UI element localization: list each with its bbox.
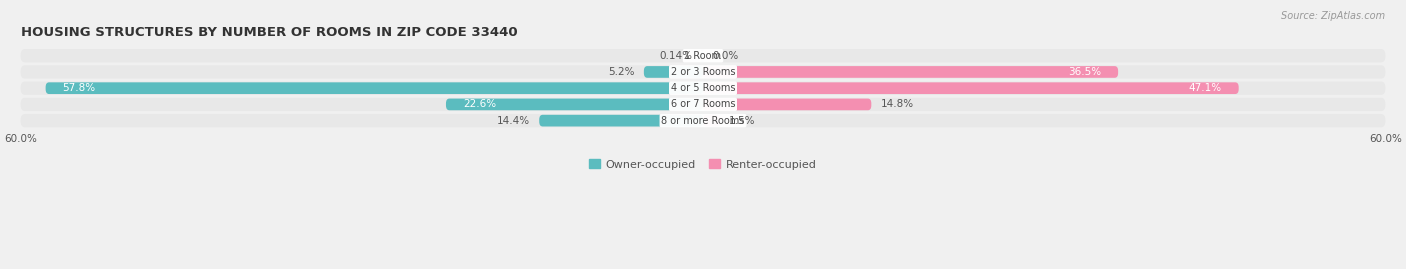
Text: 22.6%: 22.6% [463, 100, 496, 109]
FancyBboxPatch shape [703, 98, 872, 110]
Text: 2 or 3 Rooms: 2 or 3 Rooms [671, 67, 735, 77]
Text: 1 Room: 1 Room [685, 51, 721, 61]
FancyBboxPatch shape [21, 114, 1385, 127]
FancyBboxPatch shape [21, 65, 1385, 79]
Text: Source: ZipAtlas.com: Source: ZipAtlas.com [1281, 11, 1385, 21]
FancyBboxPatch shape [703, 82, 1239, 94]
Text: 14.8%: 14.8% [880, 100, 914, 109]
Text: 57.8%: 57.8% [63, 83, 96, 93]
Text: 14.4%: 14.4% [496, 116, 530, 126]
Text: 5.2%: 5.2% [609, 67, 634, 77]
FancyBboxPatch shape [700, 50, 704, 62]
FancyBboxPatch shape [21, 98, 1385, 111]
Text: HOUSING STRUCTURES BY NUMBER OF ROOMS IN ZIP CODE 33440: HOUSING STRUCTURES BY NUMBER OF ROOMS IN… [21, 26, 517, 39]
Text: 0.14%: 0.14% [659, 51, 692, 61]
Text: 1.5%: 1.5% [730, 116, 755, 126]
Text: 8 or more Rooms: 8 or more Rooms [661, 116, 745, 126]
FancyBboxPatch shape [644, 66, 703, 78]
Text: 4 or 5 Rooms: 4 or 5 Rooms [671, 83, 735, 93]
FancyBboxPatch shape [703, 115, 720, 126]
FancyBboxPatch shape [703, 66, 1118, 78]
Text: 36.5%: 36.5% [1069, 67, 1101, 77]
FancyBboxPatch shape [21, 49, 1385, 62]
FancyBboxPatch shape [45, 82, 703, 94]
Legend: Owner-occupied, Renter-occupied: Owner-occupied, Renter-occupied [589, 159, 817, 169]
FancyBboxPatch shape [540, 115, 703, 126]
Text: 47.1%: 47.1% [1188, 83, 1222, 93]
FancyBboxPatch shape [21, 82, 1385, 95]
FancyBboxPatch shape [446, 98, 703, 110]
Text: 6 or 7 Rooms: 6 or 7 Rooms [671, 100, 735, 109]
Text: 0.0%: 0.0% [711, 51, 738, 61]
